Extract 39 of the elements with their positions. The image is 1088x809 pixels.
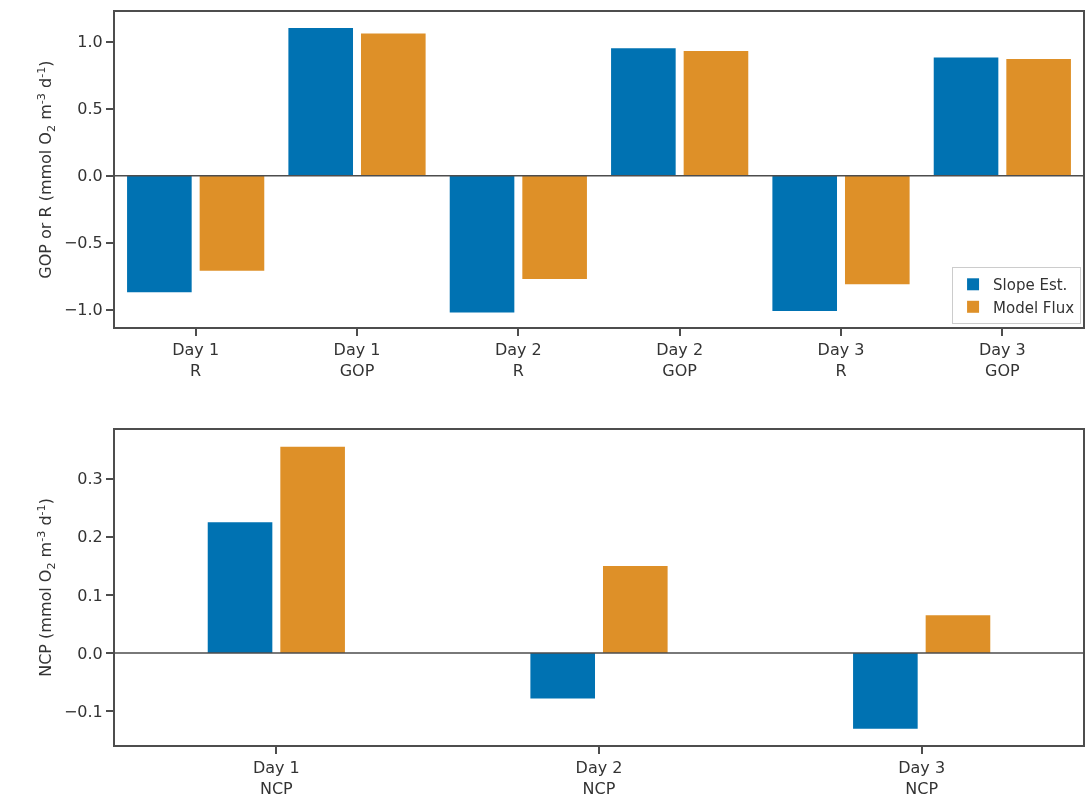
bar (602, 565, 668, 654)
bar (360, 33, 426, 176)
bar (288, 28, 354, 176)
bar (199, 175, 265, 271)
y-tick-label: 0.3 (77, 469, 103, 489)
x-tick-label: Day 2 NCP (575, 758, 623, 798)
x-tick-label: Day 1 GOP (333, 340, 381, 381)
x-tick-label: Day 3 R (817, 340, 865, 381)
x-tick-label: Day 1 R (172, 340, 220, 381)
bar (1006, 58, 1071, 176)
legend-label: Slope Est. (993, 276, 1068, 295)
bar (449, 175, 515, 313)
x-tick-label: Day 2 R (494, 340, 542, 381)
bar (772, 175, 838, 312)
x-tick-label: Day 3 NCP (898, 758, 946, 798)
y-tick-label: 0.1 (77, 585, 103, 605)
bar (530, 653, 596, 699)
y-tick-label: 0.0 (77, 166, 103, 186)
bar (933, 57, 999, 176)
y-tick-label: −0.1 (63, 701, 103, 721)
y-tick-label: 0.0 (77, 643, 103, 663)
y-tick-label: −0.5 (63, 233, 103, 253)
bar (683, 50, 749, 176)
x-tick-label: Day 3 GOP (978, 340, 1026, 381)
y-tick-label: 1.0 (77, 32, 103, 52)
y-tick-label: −1.0 (63, 300, 103, 320)
bar (207, 522, 273, 654)
bar (925, 615, 991, 654)
bar (844, 175, 910, 285)
bar (853, 653, 918, 729)
legend-label: Model Flux (993, 298, 1075, 317)
x-tick-label: Day 1 NCP (252, 758, 300, 798)
bar (611, 48, 676, 176)
y-tick-label: 0.2 (77, 527, 103, 547)
bar (522, 175, 587, 279)
y-tick-label: 0.5 (77, 99, 103, 119)
bar (127, 175, 192, 293)
bar (280, 446, 345, 654)
x-tick-label: Day 2 GOP (656, 340, 704, 381)
